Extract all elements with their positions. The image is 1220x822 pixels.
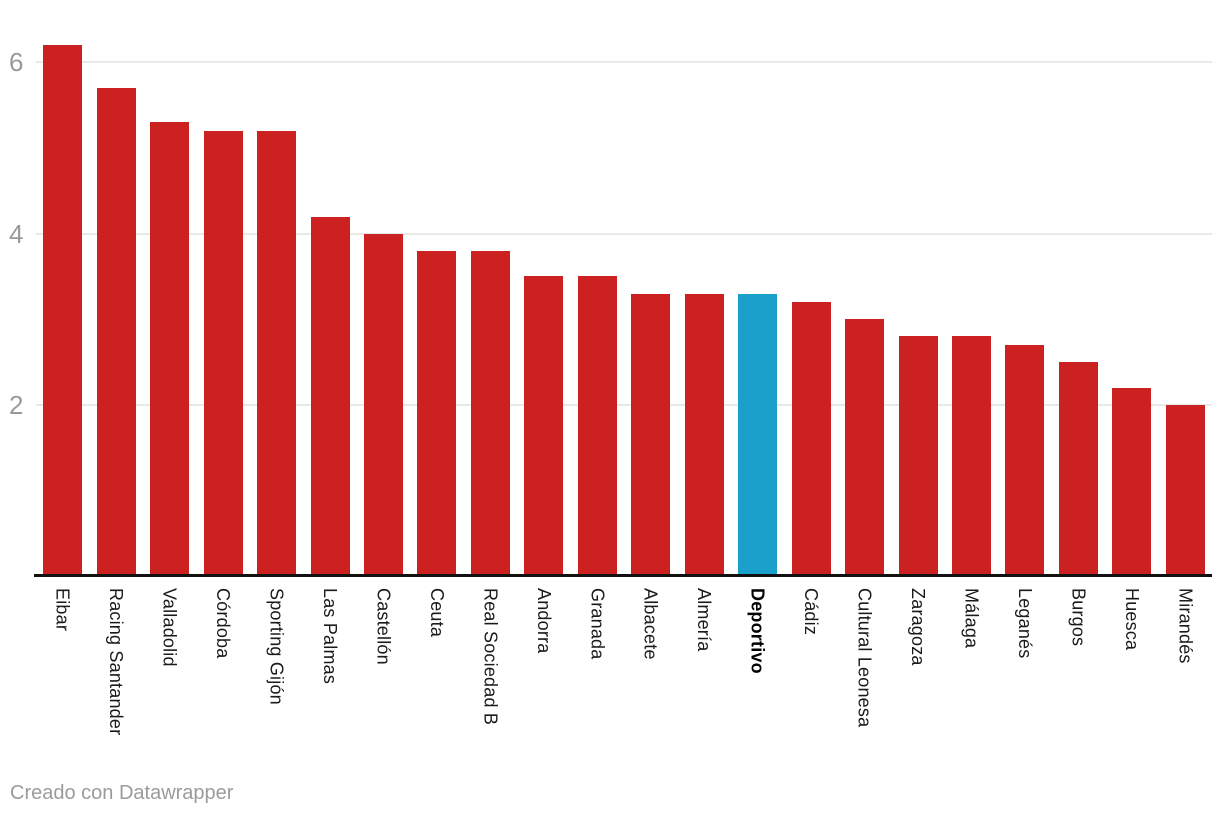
x-axis-line — [34, 574, 1212, 577]
bar — [470, 250, 510, 576]
bar — [1058, 362, 1098, 576]
bar-highlighted — [738, 293, 778, 576]
bar — [257, 130, 297, 576]
bar — [577, 276, 617, 576]
bar — [898, 336, 938, 576]
attribution-text[interactable]: Creado con Datawrapper — [10, 782, 234, 804]
plot-area — [34, 0, 1212, 577]
attribution[interactable]: Creado con Datawrapper — [10, 782, 233, 805]
x-axis-label: Sporting Gijón — [266, 588, 287, 705]
x-label-slot: Valladolid — [143, 588, 196, 778]
x-label-slot: Castellón — [357, 588, 410, 778]
bar — [363, 233, 403, 576]
y-tick-label: 6 — [9, 47, 24, 78]
x-axis-label: Valladolid — [159, 588, 180, 667]
x-axis-label: Málaga — [961, 588, 982, 649]
x-label-slot: Ceuta — [410, 588, 463, 778]
x-axis-label: Albacete — [640, 588, 661, 660]
x-axis-label: Deportivo — [747, 588, 768, 674]
bar — [1112, 387, 1152, 576]
bar — [150, 122, 190, 576]
y-tick-label: 4 — [9, 218, 24, 249]
x-axis-label: Eibar — [52, 588, 73, 632]
x-label-slot: Granada — [571, 588, 624, 778]
x-label-slot: Zaragoza — [891, 588, 944, 778]
x-label-slot: Almería — [677, 588, 730, 778]
x-label-slot: Cádiz — [784, 588, 837, 778]
x-axis-label: Zaragoza — [907, 588, 928, 666]
gridline — [36, 403, 1212, 406]
x-label-slot: Córdoba — [196, 588, 249, 778]
x-label-slot: Eibar — [36, 588, 89, 778]
x-axis-label: Real Sociedad B — [480, 588, 501, 726]
x-axis-label: Leganés — [1014, 588, 1035, 659]
x-label-slot: Real Sociedad B — [464, 588, 517, 778]
x-axis-label: Racing Santander — [106, 588, 127, 736]
x-label-slot: Andorra — [517, 588, 570, 778]
y-tick-label: 2 — [9, 389, 24, 420]
x-axis-label: Huesca — [1121, 588, 1142, 651]
x-axis-label: Las Palmas — [319, 588, 340, 685]
x-axis-label: Ceuta — [426, 588, 447, 638]
x-label-slot: Málaga — [945, 588, 998, 778]
gridline — [36, 61, 1212, 64]
x-label-slot: Cultural Leonesa — [838, 588, 891, 778]
bar — [1005, 344, 1045, 576]
gridline — [36, 232, 1212, 235]
x-label-slot: Deportivo — [731, 588, 784, 778]
x-axis-label: Castellón — [373, 588, 394, 665]
x-label-slot: Sporting Gijón — [250, 588, 303, 778]
x-axis-label: Córdoba — [213, 588, 234, 659]
bar — [524, 276, 564, 576]
x-axis-label: Mirandés — [1175, 588, 1196, 664]
x-axis-labels: Eibar Racing Santander Valladolid Córdoba Sp… — [36, 588, 1212, 778]
x-label-slot: Mirandés — [1159, 588, 1212, 778]
x-axis-label: Almería — [694, 588, 715, 652]
bar — [203, 130, 243, 576]
bar — [43, 45, 83, 576]
bar — [96, 88, 136, 576]
bar — [631, 293, 671, 576]
x-label-slot: Racing Santander — [89, 588, 142, 778]
x-label-slot: Las Palmas — [303, 588, 356, 778]
bar — [310, 216, 350, 576]
bar — [951, 336, 991, 576]
x-axis-label: Andorra — [533, 588, 554, 654]
x-label-slot: Burgos — [1052, 588, 1105, 778]
x-label-slot: Albacete — [624, 588, 677, 778]
x-label-slot: Leganés — [998, 588, 1051, 778]
y-axis: 2 4 6 — [0, 0, 30, 576]
x-axis-label: Cultural Leonesa — [854, 588, 875, 728]
bar — [684, 293, 724, 576]
x-label-slot: Huesca — [1105, 588, 1158, 778]
x-axis-label: Cádiz — [801, 588, 822, 636]
x-axis-label: Granada — [587, 588, 608, 660]
bar — [845, 319, 885, 576]
bar — [1165, 404, 1205, 576]
x-axis-label: Burgos — [1068, 588, 1089, 647]
bar — [417, 250, 457, 576]
bar — [791, 302, 831, 576]
